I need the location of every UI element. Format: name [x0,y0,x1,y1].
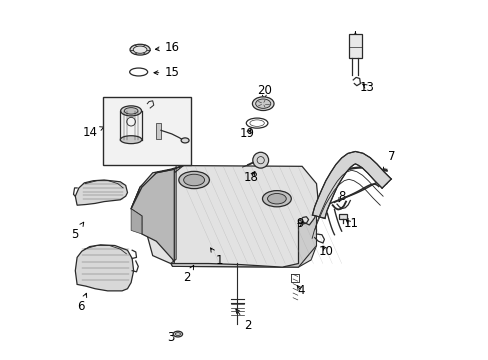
Circle shape [252,152,268,168]
Text: 9: 9 [296,217,304,230]
Ellipse shape [120,136,142,144]
Text: 4: 4 [297,284,305,297]
Polygon shape [75,180,127,205]
Text: 16: 16 [155,41,179,54]
Text: 12: 12 [347,32,362,50]
Text: 1: 1 [210,248,223,267]
Text: 17: 17 [171,145,186,164]
Text: 14: 14 [83,126,103,139]
Text: 5: 5 [71,222,83,240]
Ellipse shape [133,46,146,53]
Polygon shape [131,169,174,263]
Text: 18: 18 [243,171,258,184]
Ellipse shape [183,174,204,186]
Ellipse shape [255,99,270,108]
Text: 7: 7 [383,150,395,171]
Bar [103,97,190,165]
Polygon shape [156,123,161,139]
Polygon shape [131,209,142,234]
Polygon shape [131,166,183,209]
Ellipse shape [252,97,273,111]
Text: 2: 2 [235,309,251,332]
Text: 11: 11 [343,217,358,230]
Ellipse shape [173,331,182,337]
Ellipse shape [179,171,209,189]
Polygon shape [312,152,390,219]
Bar [348,34,361,58]
Text: 3: 3 [167,331,179,344]
Ellipse shape [124,108,138,114]
Polygon shape [131,166,318,267]
Ellipse shape [130,44,150,55]
Text: 13: 13 [359,81,374,94]
Text: 10: 10 [319,245,333,258]
Bar [338,214,346,219]
Ellipse shape [262,191,291,207]
Text: 2: 2 [183,265,193,284]
Polygon shape [133,217,316,267]
Text: 15: 15 [154,66,179,79]
Text: 8: 8 [337,190,345,203]
Ellipse shape [267,194,285,204]
Ellipse shape [121,106,141,116]
Polygon shape [133,205,316,267]
Text: 6: 6 [77,293,86,313]
Text: 19: 19 [240,127,254,140]
Text: 20: 20 [256,84,271,100]
Ellipse shape [181,138,189,143]
Polygon shape [75,245,133,291]
